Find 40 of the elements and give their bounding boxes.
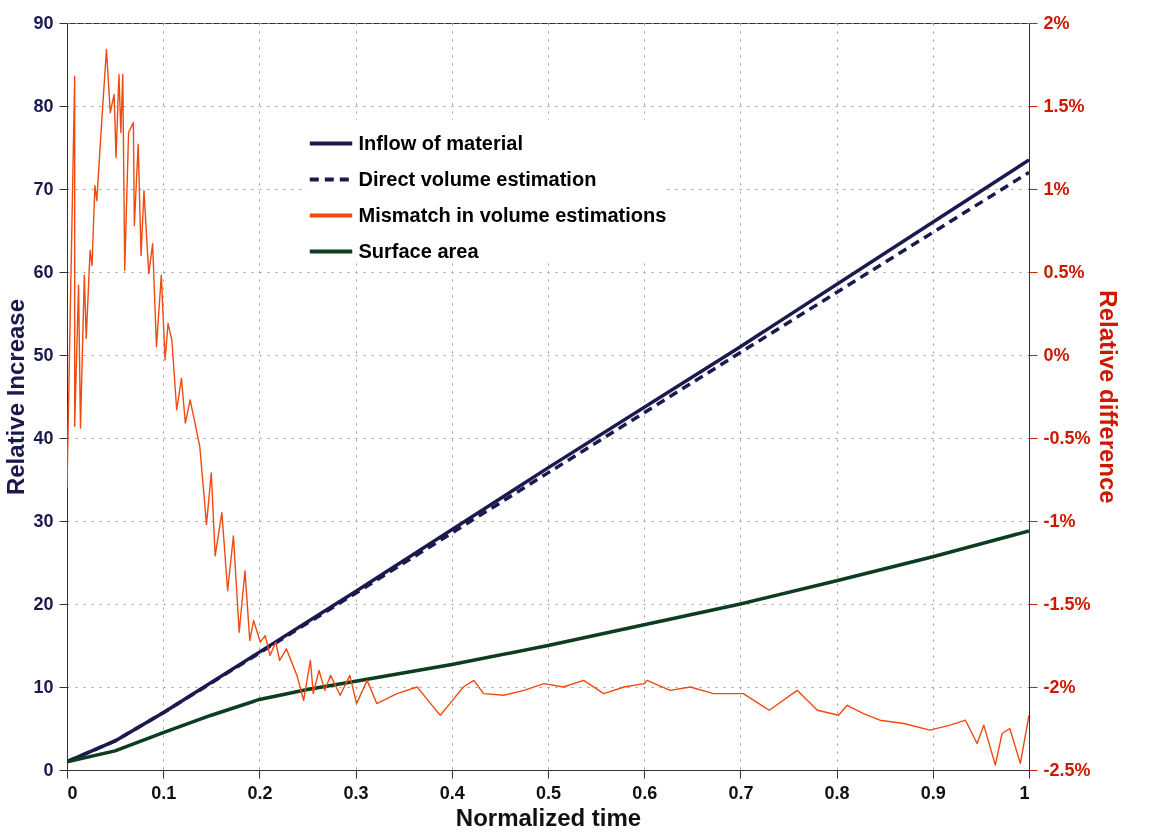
y2-tick-label: 0.5%: [1043, 261, 1085, 282]
y-tick-label: 30: [33, 510, 54, 531]
y2-tick-label: -1.5%: [1043, 593, 1091, 614]
y2-tick-label: 1.5%: [1043, 95, 1085, 116]
y-tick-label: 60: [33, 261, 54, 282]
y2-tick-label: 1%: [1043, 178, 1070, 199]
x-tick-label: 0.8: [824, 782, 850, 803]
x-tick-label: 0: [67, 782, 78, 803]
legend-label: Mismatch in volume estimations: [358, 203, 667, 226]
legend-label: Inflow of material: [358, 131, 523, 154]
y2-tick-label: -2.5%: [1043, 759, 1091, 780]
y-tick-label: 10: [33, 676, 54, 697]
y-tick-label: 50: [33, 344, 54, 365]
y-tick-label: 20: [33, 593, 54, 614]
x-tick-label: 0.1: [151, 782, 177, 803]
x-tick-label: 1: [1019, 782, 1030, 803]
y-axis-title: Relative Increase: [2, 298, 30, 496]
y-tick-label: 70: [33, 178, 54, 199]
y2-tick-label: -2%: [1043, 676, 1076, 697]
x-tick-label: 0.6: [632, 782, 658, 803]
y2-tick-label: -0.5%: [1043, 427, 1091, 448]
y2-tick-label: 0%: [1043, 344, 1070, 365]
line-series: [67, 48, 1029, 766]
y-tick-label: 40: [33, 427, 54, 448]
legend-label: Surface area: [358, 239, 480, 262]
x-tick-label: 0.3: [343, 782, 369, 803]
x-axis-title: Normalized time: [455, 803, 642, 831]
x-tick-label: 0.4: [439, 782, 465, 803]
x-tick-label: 0.7: [728, 782, 754, 803]
y2-tick-label: 2%: [1043, 12, 1070, 33]
line-series: [67, 529, 1029, 764]
x-tick-label: 0.9: [920, 782, 946, 803]
y2-tick-label: -1%: [1043, 510, 1076, 531]
x-tick-label: 0.5: [535, 782, 562, 803]
y2-axis-title: Relative difference: [1094, 290, 1122, 504]
legend-label: Direct volume estimation: [358, 167, 597, 190]
x-tick-label: 0.2: [247, 782, 273, 803]
y-tick-label: 80: [33, 95, 54, 116]
y-tick-label: 0: [43, 759, 54, 780]
y-tick-label: 90: [33, 12, 54, 33]
